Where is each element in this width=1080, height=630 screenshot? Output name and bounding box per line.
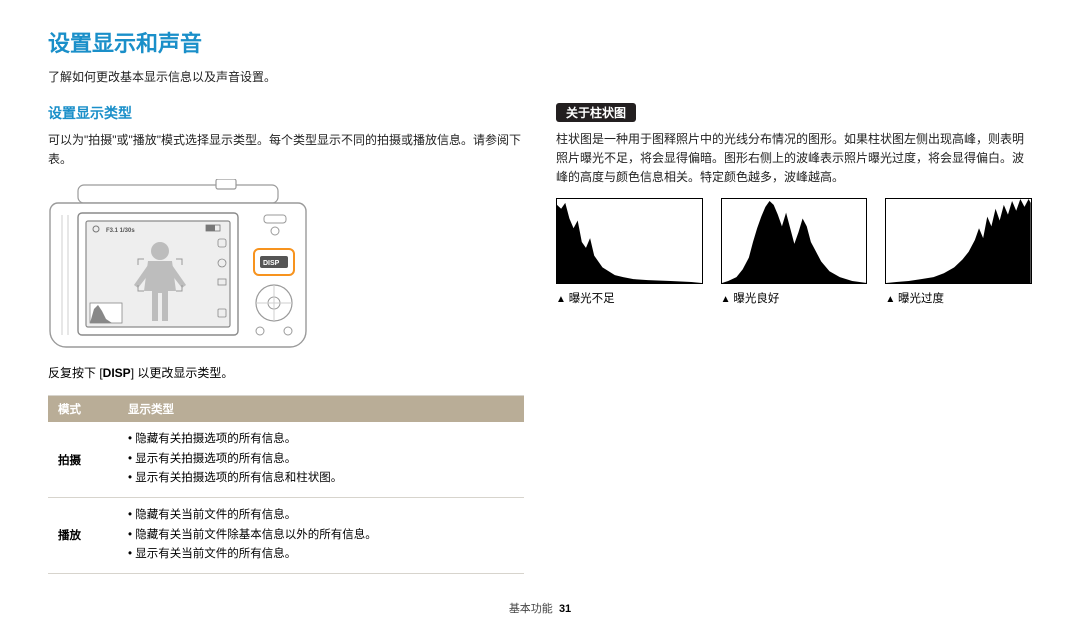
page-title: 设置显示和声音 xyxy=(48,26,1032,58)
left-intro: 可以为"拍摄"或"播放"模式选择显示类型。每个类型显示不同的拍摄或播放信息。请参… xyxy=(48,131,524,169)
left-section-title: 设置显示类型 xyxy=(48,103,524,123)
svg-text:DISP: DISP xyxy=(263,260,280,267)
th-mode: 模式 xyxy=(48,396,118,423)
right-intro: 柱状图是一种用于图释照片中的光线分布情况的图形。如果柱状图左侧出现高峰，则表明照… xyxy=(556,130,1032,188)
th-type: 显示类型 xyxy=(118,396,524,423)
histogram-cell: 曝光良好 xyxy=(721,198,868,306)
histogram-pill: 关于柱状图 xyxy=(556,103,636,122)
table-type-cell: 隐藏有关当前文件的所有信息。隐藏有关当前文件除基本信息以外的所有信息。显示有关当… xyxy=(118,498,524,574)
histogram-box xyxy=(556,198,703,284)
histogram-row: 曝光不足 曝光良好 曝光过度 xyxy=(556,198,1032,306)
histogram-cell: 曝光过度 xyxy=(885,198,1032,306)
table-mode-cell: 拍摄 xyxy=(48,422,118,497)
table-type-cell: 隐藏有关拍摄选项的所有信息。显示有关拍摄选项的所有信息。显示有关拍摄选项的所有信… xyxy=(118,422,524,497)
table-type-item: 隐藏有关当前文件除基本信息以外的所有信息。 xyxy=(128,526,514,546)
left-column: 设置显示类型 可以为"拍摄"或"播放"模式选择显示类型。每个类型显示不同的拍摄或… xyxy=(48,103,524,574)
table-type-item: 隐藏有关拍摄选项的所有信息。 xyxy=(128,430,514,450)
right-column: 关于柱状图 柱状图是一种用于图释照片中的光线分布情况的图形。如果柱状图左侧出现高… xyxy=(556,103,1032,574)
histogram-box xyxy=(721,198,868,284)
histogram-box xyxy=(885,198,1032,284)
page-subtitle: 了解如何更改基本显示信息以及声音设置。 xyxy=(48,68,1032,85)
histogram-label: 曝光过度 xyxy=(885,290,1032,306)
histogram-label: 曝光不足 xyxy=(556,290,703,306)
table-mode-cell: 播放 xyxy=(48,498,118,574)
disp-instruction: 反复按下 [DISP] 以更改显示类型。 xyxy=(48,364,524,381)
histogram-label: 曝光良好 xyxy=(721,290,868,306)
table-type-item: 显示有关拍摄选项的所有信息。 xyxy=(128,450,514,470)
lcd-top-text: F3.1 1/30s xyxy=(106,228,135,234)
table-type-item: 显示有关拍摄选项的所有信息和柱状图。 xyxy=(128,469,514,489)
page-footer: 基本功能 31 xyxy=(0,600,1080,616)
table-type-item: 显示有关当前文件的所有信息。 xyxy=(128,545,514,565)
camera-illustration: F3.1 1/30s xyxy=(48,179,308,354)
display-type-table: 模式 显示类型 拍摄隐藏有关拍摄选项的所有信息。显示有关拍摄选项的所有信息。显示… xyxy=(48,395,524,573)
table-type-item: 隐藏有关当前文件的所有信息。 xyxy=(128,506,514,526)
histogram-cell: 曝光不足 xyxy=(556,198,703,306)
